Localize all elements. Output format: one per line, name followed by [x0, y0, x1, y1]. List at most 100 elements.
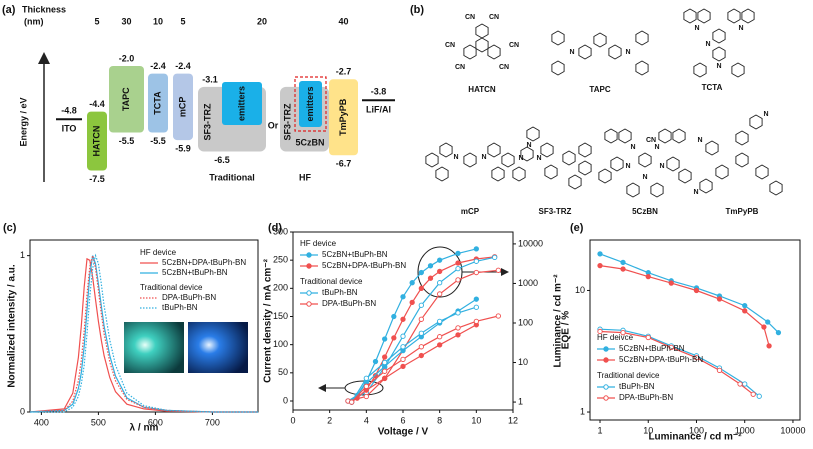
- data-point: [363, 375, 369, 381]
- atom-label: CN: [455, 64, 465, 71]
- x-tick-label: 10: [643, 425, 653, 435]
- lumo-label: -2.4: [150, 61, 166, 71]
- ring: [551, 60, 565, 76]
- data-point: [716, 296, 723, 302]
- panel-label: (a): [2, 4, 16, 16]
- y-tick-label: 10: [575, 285, 585, 295]
- legend-label: tBuPh-BN: [619, 382, 655, 391]
- x-tick-label: 1000: [735, 425, 755, 435]
- data-point: [437, 291, 443, 297]
- thickness-value: 5: [180, 16, 185, 26]
- y2-tick-label: 1000: [518, 278, 538, 288]
- ring: [425, 152, 439, 168]
- x-tick-label: 12: [508, 415, 518, 425]
- ring: [638, 152, 652, 168]
- series-line: [599, 253, 779, 334]
- x-tick-label: 1: [598, 425, 603, 435]
- data-point: [597, 251, 603, 257]
- data-point: [391, 335, 397, 341]
- panel-label: (c): [3, 222, 17, 234]
- series-line: [29, 257, 258, 413]
- x-tick-label: 4: [364, 415, 369, 425]
- y-axis-label: Current density / mA cm⁻²: [263, 258, 274, 382]
- y-tick-label: 250: [273, 255, 288, 265]
- legend-marker: [306, 301, 312, 307]
- atom-label: CN: [445, 42, 455, 49]
- homo-label: -5.5: [119, 136, 135, 146]
- x-axis-label: Luminance / cd m⁻²: [648, 432, 742, 443]
- data-point: [455, 325, 461, 331]
- ring: [672, 128, 686, 144]
- data-point: [693, 287, 700, 294]
- thickness-value: 10: [153, 16, 163, 26]
- host-name: SF3-TRZ: [202, 103, 212, 141]
- atom-label: CN: [509, 42, 519, 49]
- ring: [551, 30, 565, 46]
- thickness-value: 20: [257, 16, 267, 26]
- data-point: [455, 277, 461, 283]
- molecule-name: HATCN: [468, 85, 496, 94]
- data-point: [418, 352, 424, 359]
- thickness-value: 30: [121, 16, 131, 26]
- data-point: [756, 393, 762, 399]
- device-photo: [124, 322, 184, 373]
- x-axis-label: Voltage / V: [378, 427, 429, 438]
- ring: [501, 152, 515, 168]
- ring: [463, 152, 477, 168]
- data-point: [620, 259, 626, 266]
- device-type: HF: [299, 172, 311, 182]
- data-point: [372, 358, 379, 365]
- legend-title: Traditional device: [597, 371, 660, 380]
- data-point: [391, 313, 397, 320]
- ring: [562, 150, 576, 166]
- legend-label: DPA-tBuPh-BN: [619, 393, 673, 402]
- ring: [697, 8, 711, 24]
- ring: [735, 130, 749, 146]
- ring: [727, 8, 741, 24]
- data-point: [765, 319, 771, 325]
- atom-label: N: [697, 137, 702, 144]
- data-point: [363, 393, 369, 400]
- atom-label: N: [453, 154, 458, 161]
- panel-label: (b): [410, 4, 424, 16]
- data-point: [400, 344, 406, 350]
- data-point: [645, 334, 651, 341]
- series-line: [30, 253, 258, 413]
- atom-label: CN: [489, 14, 499, 21]
- y-tick-label: 0: [20, 406, 25, 416]
- data-point: [400, 294, 406, 300]
- legend-label: DPA-tBuPh-BN: [162, 293, 216, 302]
- legend-marker: [306, 290, 312, 296]
- ring: [608, 44, 622, 60]
- y2-tick-label: 10000: [518, 238, 543, 248]
- legend-title: Traditional device: [140, 283, 203, 292]
- molecule-name: SF3-TRZ: [539, 207, 572, 216]
- legend-title: HF deivce: [597, 333, 634, 342]
- atom-label: N: [625, 49, 630, 56]
- atom-label: N: [625, 163, 630, 170]
- ring: [741, 8, 755, 24]
- ring: [604, 128, 618, 144]
- ring: [712, 28, 726, 44]
- homo-label: -7.5: [89, 174, 105, 184]
- series-line: [351, 306, 477, 403]
- data-point: [382, 368, 388, 374]
- ring: [715, 164, 729, 180]
- data-point: [349, 399, 355, 405]
- x-tick-label: 700: [205, 417, 220, 427]
- ring: [598, 168, 612, 184]
- x-tick-label: 600: [148, 417, 163, 427]
- data-point: [418, 330, 424, 336]
- data-point: [418, 302, 424, 308]
- thickness-value: 40: [338, 16, 348, 26]
- energy-layer: [173, 73, 193, 141]
- data-point: [597, 262, 603, 269]
- data-point: [418, 269, 424, 276]
- molecule-name: TmPyPB: [726, 207, 759, 216]
- atom-label: N: [536, 155, 541, 162]
- y-tick-label: 300: [273, 226, 288, 236]
- x-tick-label: 6: [400, 415, 405, 425]
- legend-title: Traditional device: [300, 277, 363, 286]
- ring: [712, 46, 726, 62]
- plot-frame: [589, 239, 801, 421]
